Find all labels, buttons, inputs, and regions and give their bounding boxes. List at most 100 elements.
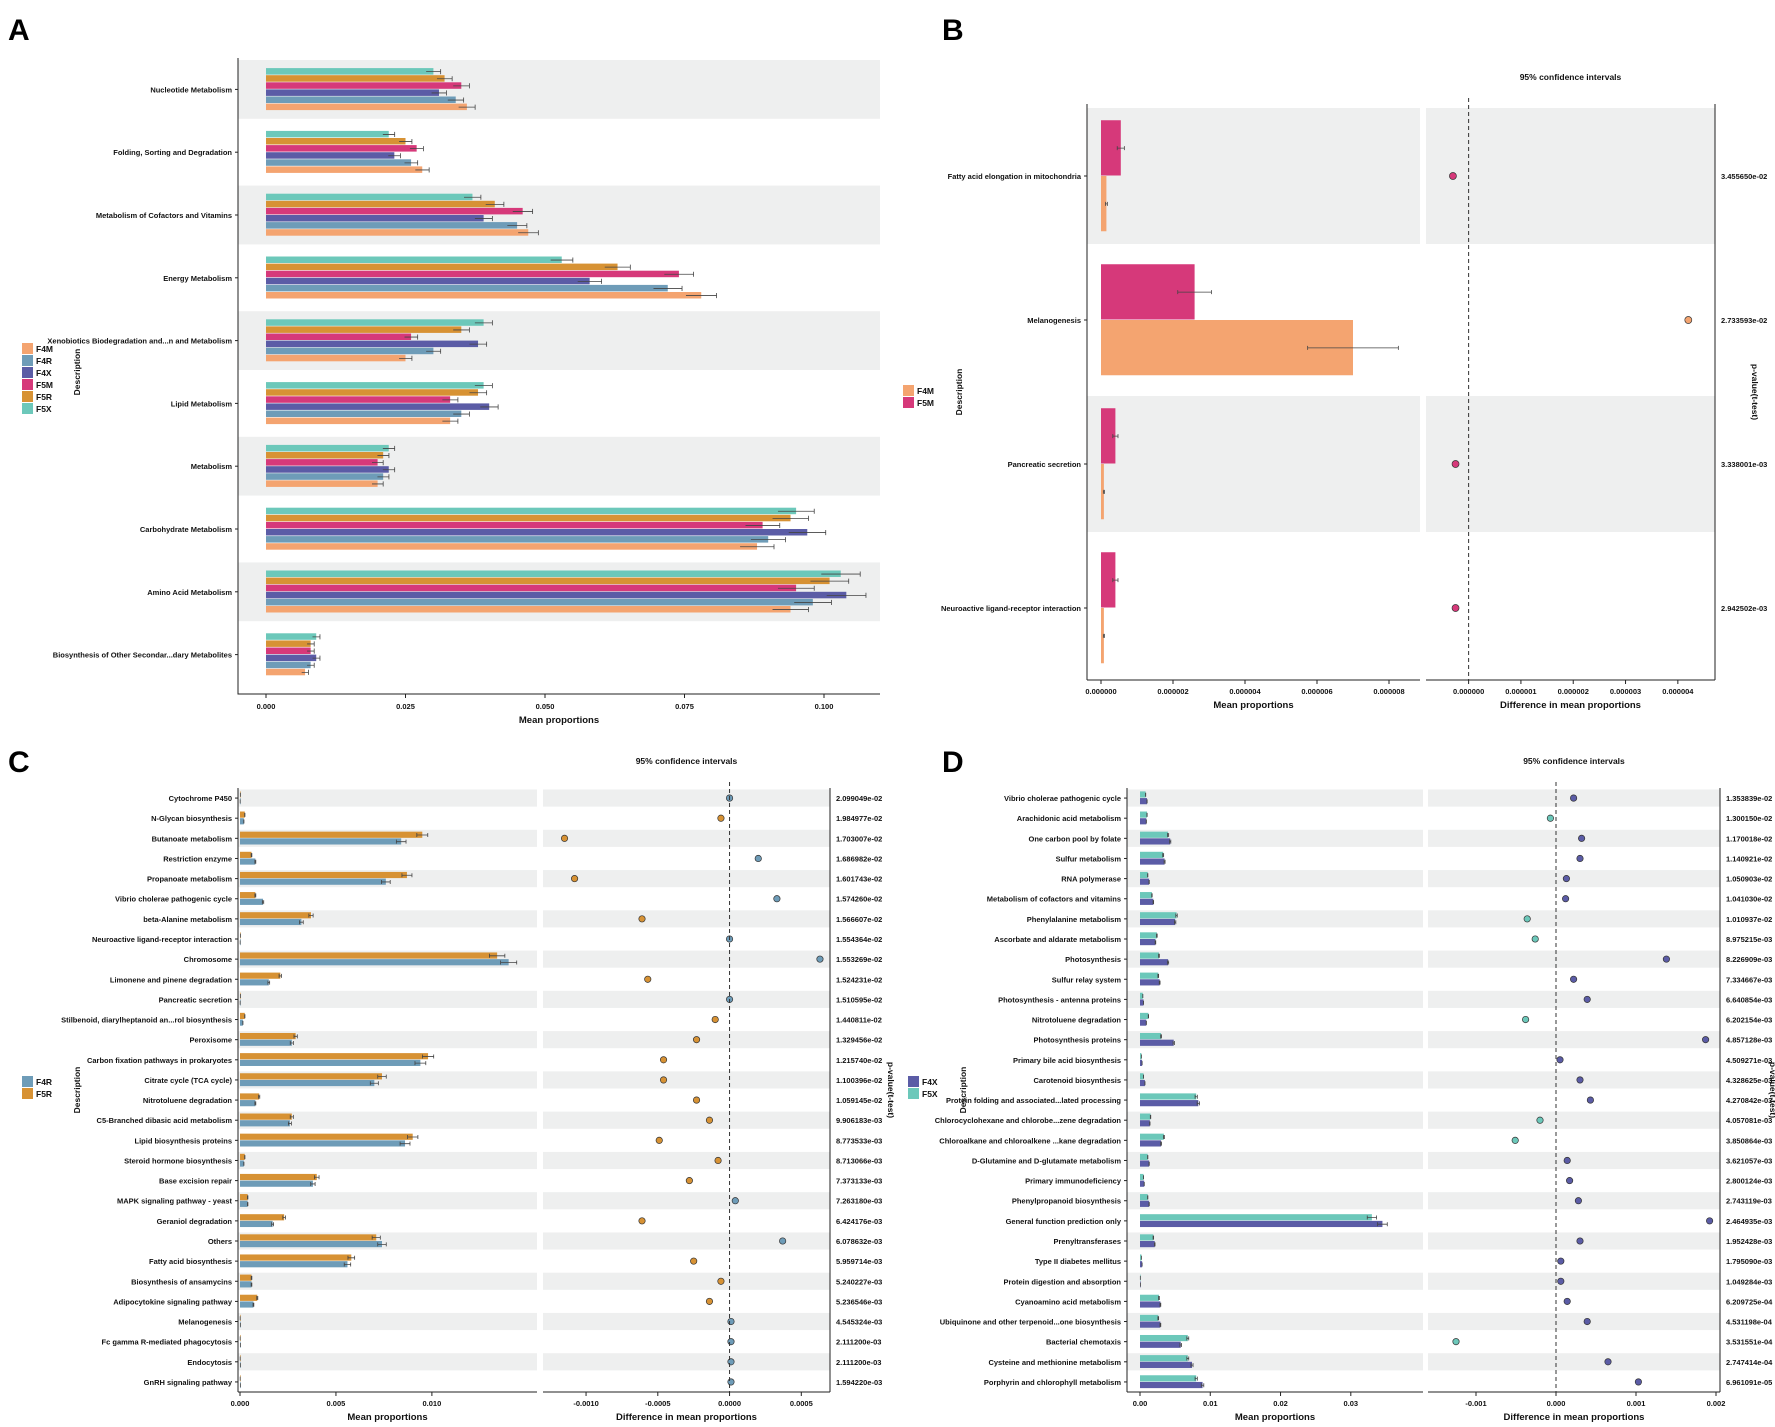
row-band <box>1127 1071 1423 1089</box>
error-bar <box>1377 1222 1388 1227</box>
bar-f5r-23 <box>240 1254 352 1261</box>
diff-point-11 <box>1522 1015 1530 1024</box>
category-label-endocytosis: Endocytosis <box>187 1358 232 1367</box>
bar-f4x-29 <box>1140 1381 1203 1389</box>
bar-f4x-1 <box>1140 818 1147 825</box>
bar-f4x-10 <box>1140 999 1144 1006</box>
error-bar <box>382 467 396 473</box>
category-label-limonene-and-pinene-degradation: Limonene and pinene degradation <box>110 975 233 984</box>
row-band-ci <box>543 870 830 888</box>
row-band-ci <box>543 789 830 807</box>
bar-f4x-0 <box>266 89 439 96</box>
legend-swatch-f4x <box>22 367 33 378</box>
row-band <box>1127 1312 1423 1331</box>
error-bar <box>1163 1134 1165 1139</box>
x-tick-label: 0.000 <box>231 1399 250 1408</box>
error-bar <box>1169 839 1172 844</box>
diff-point-29 <box>727 1378 735 1386</box>
error-bar <box>381 879 391 884</box>
p-value-0: 3.455650e-02 <box>1721 172 1767 181</box>
diff-point-15 <box>1586 1096 1594 1104</box>
bar-f4x-9 <box>1140 979 1160 986</box>
error-bar <box>401 873 413 878</box>
error-bar <box>377 474 390 480</box>
bar-f5r-4 <box>266 326 462 333</box>
bar-f4m-5 <box>266 417 451 425</box>
row-band-ci <box>1428 1353 1720 1371</box>
p-value-2: 1.170018e-02 <box>1726 834 1772 843</box>
row-band-ci <box>1428 910 1720 928</box>
p-value-0: 1.353839e-02 <box>1726 794 1772 803</box>
row-band <box>238 1312 537 1331</box>
category-label-phenylpropanoid-biosynthesis: Phenylpropanoid biosynthesis <box>1012 1197 1121 1206</box>
error-bar <box>469 341 488 347</box>
bar-f5x-4 <box>266 319 484 326</box>
bar-f5r-22 <box>240 1234 377 1241</box>
error-bar <box>258 1094 261 1099</box>
x-tick-label: 0.050 <box>536 702 555 711</box>
error-bar <box>1157 1316 1160 1321</box>
error-bar <box>685 293 717 299</box>
legend-label-f5x: F5X <box>922 1089 938 1099</box>
p-value-25: 5.236546e-03 <box>836 1297 882 1306</box>
diff-point-19 <box>685 1177 693 1185</box>
ci-x-tick-label: -0.001 <box>1465 1399 1486 1408</box>
diff-point-4 <box>571 875 579 883</box>
category-label-adipocytokine-signaling-pathway: Adipocytokine signaling pathway <box>113 1297 233 1306</box>
error-bar <box>312 655 321 661</box>
row-band-ci <box>543 1031 830 1049</box>
row-band <box>1127 910 1423 928</box>
p-value-4: 1.050903e-02 <box>1726 875 1772 884</box>
legend-swatch-f5x <box>22 403 33 414</box>
bar-f4r-19 <box>240 1180 313 1187</box>
error-bar <box>293 1034 298 1039</box>
bar-f4r-9 <box>266 661 311 669</box>
error-bar <box>507 223 528 229</box>
x-tick-label: 0.100 <box>815 702 834 711</box>
category-label-metabolism-of-cofactors-and-vitamins: Metabolism of Cofactors and Vitamins <box>96 211 232 220</box>
x-tick-label: 0.005 <box>327 1399 346 1408</box>
row-band-ci <box>543 1151 830 1170</box>
error-bar <box>1158 953 1160 958</box>
diff-point-25 <box>705 1297 714 1305</box>
error-bar <box>664 271 694 277</box>
bar-f5m-6 <box>266 459 378 466</box>
error-bar <box>399 1141 411 1146</box>
row-band-ci <box>1428 1151 1720 1170</box>
error-bar <box>1174 920 1177 925</box>
row-band-ci <box>543 950 830 968</box>
error-bar <box>810 578 850 584</box>
x-tick-label: 0.000000 <box>1085 687 1116 696</box>
row-band-ci <box>1428 1031 1720 1049</box>
row-band <box>1087 396 1420 532</box>
category-label-others: Others <box>208 1237 232 1246</box>
error-bar <box>1102 633 1105 638</box>
x-axis-label: Mean proportions <box>1235 1412 1315 1423</box>
diff-point-17 <box>655 1136 663 1144</box>
bar-f5x-8 <box>266 570 841 577</box>
p-value-21: 2.464935e-03 <box>1726 1217 1772 1226</box>
error-bar <box>1172 1041 1175 1046</box>
error-bar <box>604 264 631 270</box>
error-bar <box>474 216 493 222</box>
error-bar <box>577 278 602 284</box>
bar-f4x-4 <box>266 340 479 348</box>
legend-swatch-f4x <box>908 1076 919 1087</box>
legend-label-f5r: F5R <box>36 392 52 402</box>
error-bar <box>382 445 396 451</box>
p-value-1: 2.733593e-02 <box>1721 316 1767 325</box>
bar-f5m-8 <box>266 584 797 592</box>
bar-f5x-0 <box>266 68 434 75</box>
diff-point-5 <box>773 895 781 903</box>
bar-f5x-28 <box>1140 1355 1188 1362</box>
legend-label-f5x: F5X <box>36 404 52 414</box>
p-value-12: 4.857128e-03 <box>1726 1036 1772 1045</box>
ci-x-tick-label: 0.0000 <box>718 1399 741 1408</box>
row-band <box>238 1353 537 1371</box>
error-bar <box>1163 859 1166 864</box>
category-label-gnrh-signaling-pathway: GnRH signaling pathway <box>144 1378 233 1387</box>
diff-point-2 <box>1578 834 1586 842</box>
legend-label-f5m: F5M <box>917 398 934 408</box>
bar-f5m-3 <box>266 270 679 278</box>
